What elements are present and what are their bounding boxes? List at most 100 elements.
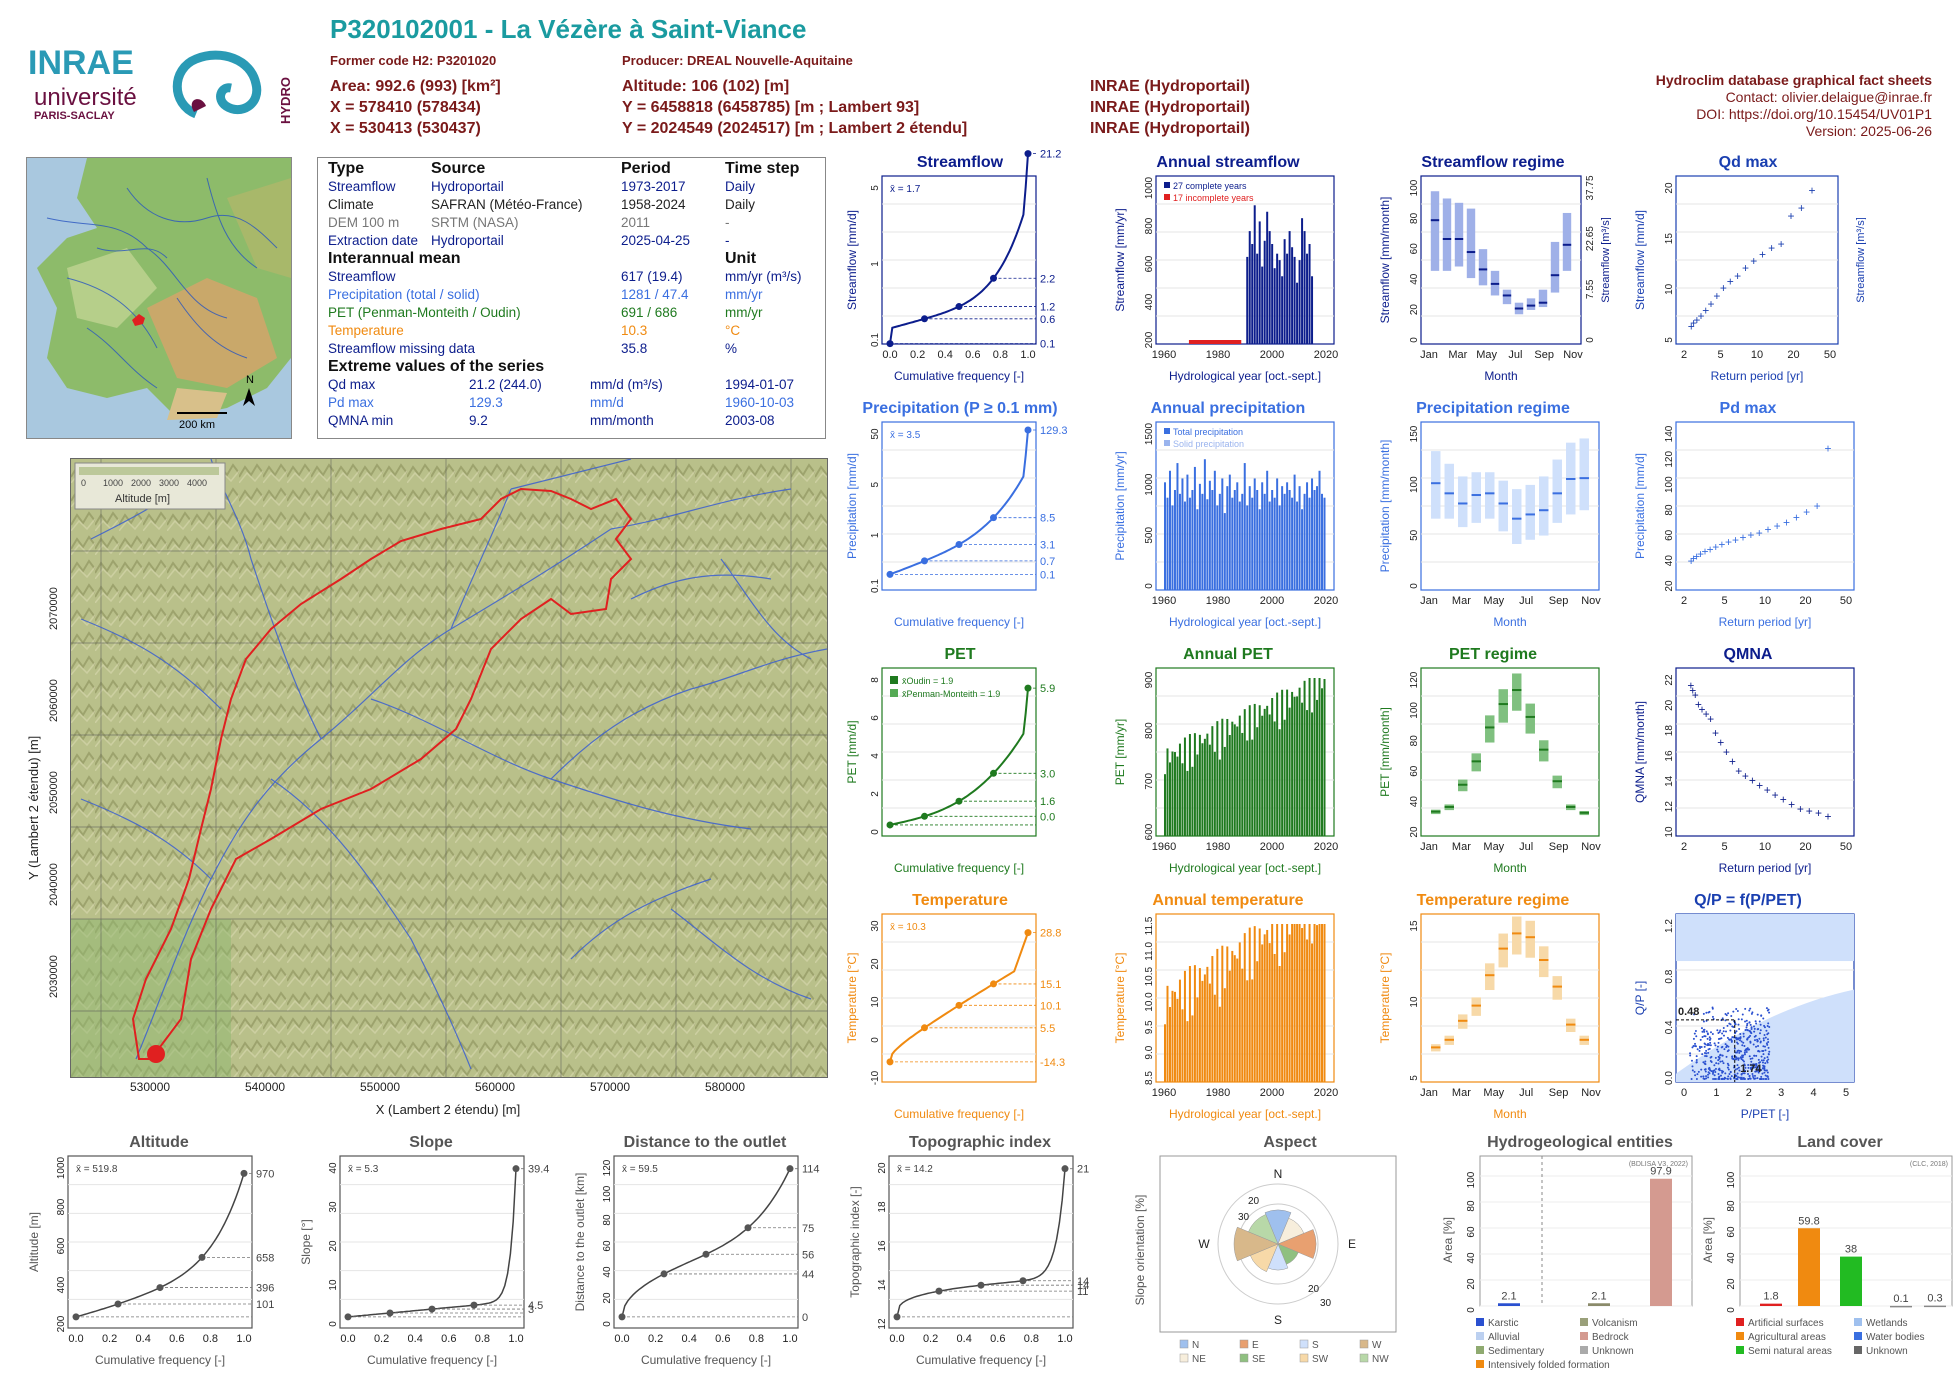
- qp-point: [1737, 1023, 1740, 1026]
- regime-box: [1539, 476, 1549, 536]
- quantile-label: 4.5: [528, 1300, 543, 1312]
- precip_regime-title: Precipitation regime: [1416, 400, 1570, 417]
- tick-label: 10.0: [1144, 992, 1155, 1012]
- ring-label: 20: [1248, 1196, 1260, 1207]
- bar-value-label: 2.1: [1501, 1290, 1516, 1302]
- frequency-point: +: [1699, 702, 1706, 716]
- qp-point: [1760, 1055, 1763, 1058]
- frequency-point: +: [1703, 707, 1710, 721]
- bar: [1228, 474, 1231, 590]
- bar: [1173, 991, 1176, 1082]
- qp-point: [1737, 1057, 1740, 1060]
- qp-point: [1738, 1039, 1741, 1042]
- qp-point: [1758, 1050, 1761, 1053]
- qp-point: [1763, 1057, 1766, 1060]
- qp-point: [1767, 1041, 1770, 1044]
- tick-label: 0.2: [923, 1333, 938, 1345]
- cell: 1973-2017: [621, 179, 686, 194]
- legend-label: x̄Penman-Monteith = 1.9: [902, 689, 1000, 699]
- temp_cdf-xlabel: Cumulative frequency [-]: [894, 1107, 1024, 1121]
- qp-ylabel: Q/P [-]: [1633, 981, 1647, 1015]
- qp-point: [1739, 1033, 1742, 1036]
- qp-point: [1712, 1078, 1715, 1080]
- bar: [1164, 1024, 1166, 1082]
- tick-label: 10: [1759, 595, 1771, 607]
- map-xtick: 530000: [130, 1080, 171, 1094]
- qp-point: [1737, 1076, 1740, 1079]
- bar: [1203, 974, 1206, 1082]
- qp-point: [1732, 1036, 1735, 1039]
- table-row: Streamflow Hydroportail 1973-2017 Daily: [328, 178, 815, 196]
- qp-point: [1745, 1051, 1748, 1054]
- distance-mean: x̄ = 59.5: [622, 1164, 658, 1175]
- table-header: Extreme values of the series: [328, 358, 815, 376]
- hydro-logo-text: HYDRO: [278, 77, 293, 124]
- temp_cdf-title: Temperature: [912, 892, 1008, 909]
- bar: [1183, 501, 1186, 590]
- qp-point: [1753, 1054, 1756, 1057]
- tick-label: 9.0: [1144, 1045, 1155, 1059]
- bar: [1178, 493, 1181, 590]
- legend-swatch: [890, 676, 898, 684]
- tick-label: 1: [870, 261, 881, 267]
- tick-label: 11.0: [1144, 942, 1155, 961]
- regime-box: [1485, 472, 1495, 519]
- annual_temp-title: Annual temperature: [1152, 892, 1303, 909]
- qp-point: [1760, 1059, 1763, 1062]
- quantile-label: 28.8: [1040, 928, 1061, 940]
- bar: [1253, 205, 1256, 344]
- bar: [1278, 729, 1281, 836]
- qp-point: [1755, 1054, 1758, 1057]
- quantile-point: [990, 769, 997, 777]
- tick-label: -10: [870, 1070, 881, 1085]
- qp-point: [1729, 1029, 1732, 1032]
- regime-box: [1550, 241, 1560, 293]
- qp-point: [1723, 1048, 1726, 1051]
- bar: [1183, 737, 1186, 836]
- qp-point: [1736, 1072, 1739, 1075]
- quantile-label: 0.7: [1040, 556, 1055, 568]
- tick-label: 30: [870, 920, 881, 932]
- bar: [1288, 707, 1291, 836]
- bar: [1226, 718, 1229, 836]
- table-row: PET (Penman-Monteith / Oudin) 691 / 686 mm…: [328, 304, 815, 322]
- qp-point: [1760, 1075, 1763, 1078]
- bar: [1201, 493, 1204, 590]
- db-title: Hydroclim database graphical fact sheets: [1655, 72, 1932, 88]
- qp-point: [1713, 1042, 1716, 1045]
- qp-point: [1748, 1055, 1751, 1058]
- regime-box: [1538, 289, 1548, 308]
- quantile-point: [1061, 1165, 1069, 1173]
- minimap-scale: 200 km: [179, 419, 215, 431]
- version: Version: 2025-06-26: [1805, 123, 1932, 139]
- qp-point: [1728, 1073, 1731, 1076]
- qp-point: [1762, 1039, 1765, 1042]
- qp-point: [1691, 1065, 1694, 1068]
- tick-label: 400: [56, 1276, 67, 1293]
- bar: [1323, 924, 1326, 1082]
- bar: [1318, 678, 1321, 836]
- table-row: Streamflow missing data 35.8%: [328, 340, 815, 358]
- bar: [1248, 486, 1251, 590]
- tick-label: 100: [1726, 1171, 1737, 1188]
- frequency-point: +: [1824, 441, 1831, 455]
- tick-label: 0: [1585, 337, 1596, 343]
- qp-point: [1759, 1078, 1762, 1080]
- qp-point: [1706, 1037, 1709, 1040]
- temp_regime-chart: Temperature regime Jan Mar May Jul Sep Nov 5 10 1…: [1378, 892, 1601, 1121]
- topo-chart: Topographic index 12 14 16 18 20 Cumulative fr…: [848, 1134, 1089, 1367]
- quantile-label: 21.2: [1040, 150, 1061, 161]
- tick-label: 60: [1409, 765, 1420, 777]
- tick-label: 1000: [56, 1156, 67, 1179]
- legend-label: Sedimentary: [1488, 1346, 1544, 1357]
- bar: [1188, 497, 1191, 590]
- qp-point: [1761, 1072, 1764, 1075]
- bar: [1316, 486, 1319, 590]
- qp-point: [1743, 1044, 1746, 1047]
- qp-point: [1745, 1019, 1748, 1022]
- tick-label: 40: [1466, 1252, 1477, 1264]
- bar: [1243, 463, 1246, 590]
- qp-point: [1738, 1069, 1741, 1072]
- bar: [1281, 924, 1284, 1082]
- qp-point: [1762, 1059, 1765, 1062]
